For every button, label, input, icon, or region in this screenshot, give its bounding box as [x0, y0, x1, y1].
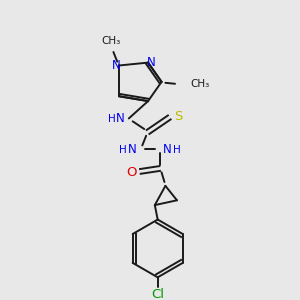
- Text: N: N: [128, 143, 137, 156]
- Text: N: N: [147, 56, 155, 69]
- Text: CH₃: CH₃: [101, 36, 120, 46]
- Text: H: H: [173, 145, 181, 155]
- Text: H: H: [119, 145, 127, 155]
- Text: O: O: [127, 166, 137, 179]
- Text: H: H: [108, 114, 116, 124]
- Text: N: N: [112, 59, 121, 72]
- Text: CH₃: CH₃: [190, 79, 210, 89]
- Text: Cl: Cl: [151, 288, 164, 300]
- Text: S: S: [174, 110, 182, 123]
- Text: N: N: [116, 112, 124, 125]
- Text: N: N: [163, 143, 172, 156]
